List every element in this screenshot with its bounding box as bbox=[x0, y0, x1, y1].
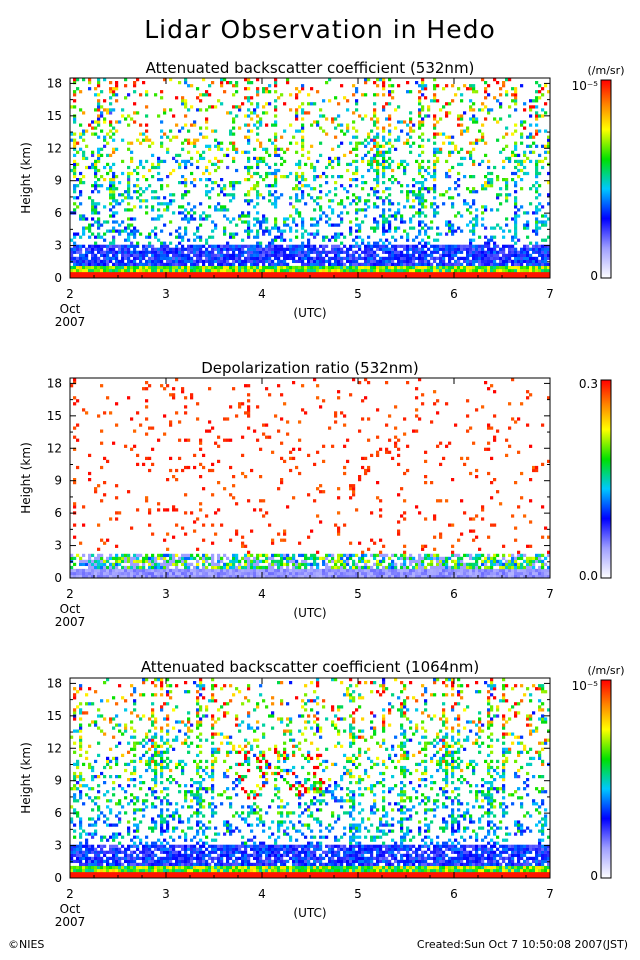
created-timestamp: Created:Sun Oct 7 10:50:08 2007(JST) bbox=[417, 938, 628, 951]
x-tick-label: 7 bbox=[546, 287, 554, 301]
y-tick-label: 9 bbox=[54, 174, 62, 188]
y-tick-label: 12 bbox=[47, 741, 62, 755]
y-axis-label: Height (km) bbox=[19, 742, 33, 813]
y-tick-label: 0 bbox=[54, 571, 62, 585]
x-tick-label: 4 bbox=[258, 287, 266, 301]
colorbar-max-label: 10⁻⁵ bbox=[572, 79, 599, 93]
main-title: Lidar Observation in Hedo bbox=[144, 15, 496, 44]
x-axis-label: (UTC) bbox=[293, 306, 326, 320]
x-tick-label: 5 bbox=[354, 587, 362, 601]
colorbar-min-label: 0.0 bbox=[579, 569, 598, 583]
x-tick-label: 6 bbox=[450, 887, 458, 901]
x-tick-label: 2 bbox=[66, 887, 74, 901]
x-tick-label: 6 bbox=[450, 587, 458, 601]
x-axis-label: (UTC) bbox=[293, 906, 326, 920]
y-tick-label: 15 bbox=[47, 109, 62, 123]
colorbar bbox=[600, 679, 612, 879]
x-tick-label: 3 bbox=[162, 887, 170, 901]
y-tick-label: 9 bbox=[54, 774, 62, 788]
x-tick-label: 3 bbox=[162, 587, 170, 601]
colorbar-min-label: 0 bbox=[590, 269, 598, 283]
y-tick-label: 12 bbox=[47, 441, 62, 455]
x-axis: 2 3 4 5 6 7 bbox=[66, 78, 554, 301]
credit-label: ©NIES bbox=[8, 938, 44, 951]
y-tick-label: 3 bbox=[54, 839, 62, 853]
colorbar-unit: (/m/sr) bbox=[588, 664, 625, 677]
y-tick-label: 0 bbox=[54, 271, 62, 285]
panel-title: Attenuated backscatter coefficient (532n… bbox=[146, 59, 475, 77]
x-start-month: Oct bbox=[60, 302, 81, 316]
x-tick-label: 7 bbox=[546, 587, 554, 601]
y-tick-label: 18 bbox=[47, 76, 62, 90]
colorbar-max-label: 0.3 bbox=[579, 377, 598, 391]
y-tick-label: 18 bbox=[47, 676, 62, 690]
heatmap-field bbox=[70, 78, 551, 279]
heatmap-texture bbox=[70, 78, 551, 279]
y-tick-label: 6 bbox=[54, 806, 62, 820]
y-tick-label: 6 bbox=[54, 506, 62, 520]
x-start-month: Oct bbox=[60, 602, 81, 616]
heatmap-field bbox=[70, 678, 551, 879]
x-tick-label: 4 bbox=[258, 587, 266, 601]
panel-title: Attenuated backscatter coefficient (1064… bbox=[141, 658, 479, 676]
x-tick-label: 5 bbox=[354, 887, 362, 901]
y-tick-label: 6 bbox=[54, 206, 62, 220]
x-axis-label: (UTC) bbox=[293, 606, 326, 620]
x-start-year: 2007 bbox=[55, 915, 86, 929]
y-tick-label: 12 bbox=[47, 141, 62, 155]
x-start-year: 2007 bbox=[55, 315, 86, 329]
x-tick-label: 6 bbox=[450, 287, 458, 301]
y-tick-label: 15 bbox=[47, 409, 62, 423]
panel-bs532: Attenuated backscatter coefficient (532n… bbox=[19, 59, 624, 329]
colorbar-unit: (/m/sr) bbox=[588, 64, 625, 77]
y-tick-label: 15 bbox=[47, 709, 62, 723]
colorbar-min-label: 0 bbox=[590, 869, 598, 883]
x-tick-label: 2 bbox=[66, 587, 74, 601]
x-start-year: 2007 bbox=[55, 615, 86, 629]
y-tick-label: 18 bbox=[47, 376, 62, 390]
y-tick-label: 0 bbox=[54, 871, 62, 885]
y-tick-label: 9 bbox=[54, 474, 62, 488]
x-tick-label: 7 bbox=[546, 887, 554, 901]
y-axis: 0 3 6 9 12 15 18 bbox=[47, 676, 550, 885]
x-start-month: Oct bbox=[60, 902, 81, 916]
y-tick-label: 3 bbox=[54, 539, 62, 553]
panel-title: Depolarization ratio (532nm) bbox=[201, 359, 419, 377]
y-axis-label: Height (km) bbox=[19, 142, 33, 213]
heatmap-texture bbox=[70, 678, 551, 879]
heatmap-texture bbox=[70, 378, 551, 579]
y-tick-label: 3 bbox=[54, 239, 62, 253]
colorbar bbox=[600, 79, 612, 279]
colorbar bbox=[600, 379, 612, 579]
heatmap-field bbox=[70, 378, 551, 579]
y-axis-label: Height (km) bbox=[19, 442, 33, 513]
x-tick-label: 5 bbox=[354, 287, 362, 301]
x-tick-label: 3 bbox=[162, 287, 170, 301]
x-tick-label: 4 bbox=[258, 887, 266, 901]
x-tick-label: 2 bbox=[66, 287, 74, 301]
panel-bs1064: Attenuated backscatter coefficient (1064… bbox=[19, 658, 624, 929]
y-axis: 0 3 6 9 12 15 18 bbox=[47, 376, 550, 585]
panel-dep532: Depolarization ratio (532nm) 2 3 4 5 6 7 0 3 6 9… bbox=[19, 359, 612, 629]
colorbar-max-label: 10⁻⁵ bbox=[572, 679, 599, 693]
x-axis: 2 3 4 5 6 7 bbox=[66, 678, 554, 901]
y-axis: 0 3 6 9 12 15 18 bbox=[47, 76, 550, 285]
